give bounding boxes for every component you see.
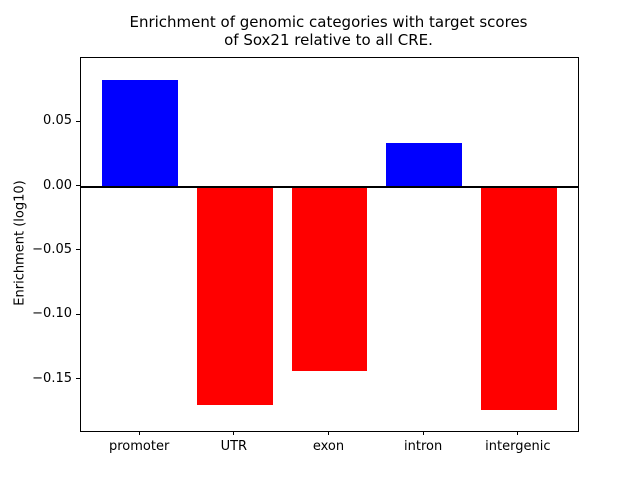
x-tick-label-intron: intron [404, 439, 443, 454]
x-tick-label-promoter: promoter [108, 439, 170, 454]
x-tick-label-UTR: UTR [220, 439, 248, 454]
chart-title-line2: of Sox21 relative to all CRE. [224, 31, 433, 49]
zero-line [81, 185, 578, 188]
x-tick-label-exon: exon [312, 439, 345, 454]
chart-title: Enrichment of genomic categories with ta… [80, 13, 577, 49]
plot-area [80, 57, 579, 432]
y-tick-label: 0.00 [43, 177, 72, 193]
y-tick-label: −0.15 [32, 370, 72, 386]
bar-exon [291, 186, 368, 371]
chart-title-line1: Enrichment of genomic categories with ta… [129, 13, 528, 31]
bar-intergenic [480, 186, 557, 411]
y-axis-label: Enrichment (log10) [12, 180, 28, 306]
y-tick-label: −0.10 [32, 306, 72, 322]
bar-promoter [102, 79, 179, 187]
x-tick-label-intergenic: intergenic [485, 439, 551, 454]
y-tick-label: 0.05 [43, 113, 72, 129]
y-tick-label: −0.05 [32, 241, 72, 257]
bar-intron [386, 142, 463, 187]
bar-UTR [196, 186, 273, 406]
